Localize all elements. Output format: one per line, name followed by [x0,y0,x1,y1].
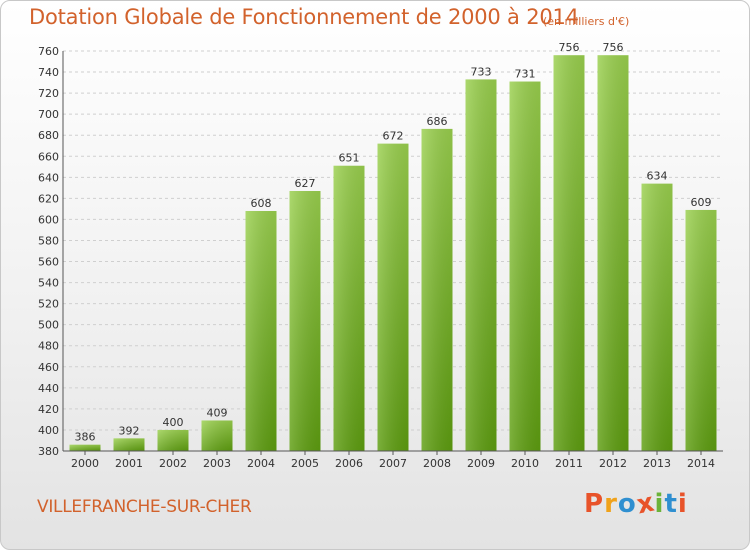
bar-shade-2002 [157,429,189,451]
data-label-2002: 400 [163,416,184,429]
y-tick-label: 600 [38,213,59,226]
x-tick-label: 2000 [71,457,99,470]
bar-shade-2005 [289,191,321,451]
bars [69,55,717,452]
x-tick-label: 2003 [203,457,231,470]
x-tick-label: 2004 [247,457,275,470]
x-tick-label: 2008 [423,457,451,470]
data-labels: 386 392 400 409 608 627 651 672 686 733 731 756 756 6… [75,41,712,443]
y-tick-label: 700 [38,108,59,121]
x-tick-label: 2010 [511,457,539,470]
y-tick-label: 400 [38,424,59,437]
bar-shade-2006 [333,165,365,451]
data-label-2001: 392 [119,424,140,437]
x-tick-label: 2013 [643,457,671,470]
bar-shade-2013 [641,183,673,451]
y-tick-label: 460 [38,361,59,374]
y-axis: 380 400 420 440 460 480 500 520 540 560 580 600 620 6… [38,45,723,458]
data-label-2004: 608 [251,197,272,210]
logo-letter: i [654,489,665,519]
x-tick-label: 2012 [599,457,627,470]
y-tick-label: 580 [38,234,59,247]
y-tick-label: 540 [38,277,59,290]
y-tick-label: 380 [38,445,59,458]
chart-title: Dotation Globale de Fonctionnement de 20… [29,5,579,29]
x-tick-label: 2011 [555,457,583,470]
y-tick-label: 640 [38,171,59,184]
x-tick-label: 2009 [467,457,495,470]
y-tick-label: 740 [38,66,59,79]
data-label-2010: 731 [515,68,536,81]
unit-note: (en milliers d'€) [543,15,630,28]
y-tick-label: 420 [38,403,59,416]
data-label-2006: 651 [339,152,360,165]
y-tick-label: 520 [38,298,59,311]
x-tick-label: 2002 [159,457,187,470]
data-label-2012: 756 [603,41,624,54]
y-tick-label: 760 [38,45,59,58]
x-axis: 2000 2001 2002 2003 2004 2005 2006 2007 2008 2009… [71,451,715,470]
logo-letter: r [604,489,618,519]
y-tick-label: 660 [38,150,59,163]
logo-letter: P [584,489,605,519]
bar-shade-2004 [245,211,277,451]
bar-shade-2010 [509,81,541,452]
data-label-2005: 627 [295,177,316,190]
data-label-2000: 386 [75,431,96,444]
city-name: VILLEFRANCHE-SUR-CHER [37,497,252,517]
bar-shade-2001 [113,438,145,451]
data-label-2014: 609 [691,196,712,209]
y-tick-label: 560 [38,256,59,269]
bar-shade-2003 [201,420,233,451]
bar-shade-2008 [421,128,453,451]
bar-shade-2011 [553,55,585,452]
y-tick-label: 680 [38,129,59,142]
bar-shade-2009 [465,79,497,451]
x-tick-label: 2001 [115,457,143,470]
bar-shade-2012 [597,55,629,452]
data-label-2013: 634 [647,170,668,183]
logo-letter: o [617,489,637,519]
logo-letter: i [677,489,688,519]
y-tick-label: 620 [38,192,59,205]
data-label-2003: 409 [207,406,228,419]
x-tick-label: 2007 [379,457,407,470]
logo-letter: t [664,489,678,519]
data-label-2009: 733 [471,65,492,78]
y-tick-label: 500 [38,319,59,332]
y-tick-label: 720 [38,87,59,100]
data-label-2008: 686 [427,115,448,128]
y-tick-label: 480 [38,340,59,353]
data-label-2007: 672 [383,130,404,143]
bar-shade-2014 [685,209,717,451]
data-label-2011: 756 [559,41,580,54]
x-tick-label: 2006 [335,457,363,470]
proxiti-logo: Proxiti [584,487,688,520]
x-tick-label: 2005 [291,457,319,470]
y-tick-label: 440 [38,382,59,395]
bar-shade-2007 [377,143,409,451]
x-tick-label: 2014 [687,457,715,470]
bar-shade-2000 [69,444,101,451]
